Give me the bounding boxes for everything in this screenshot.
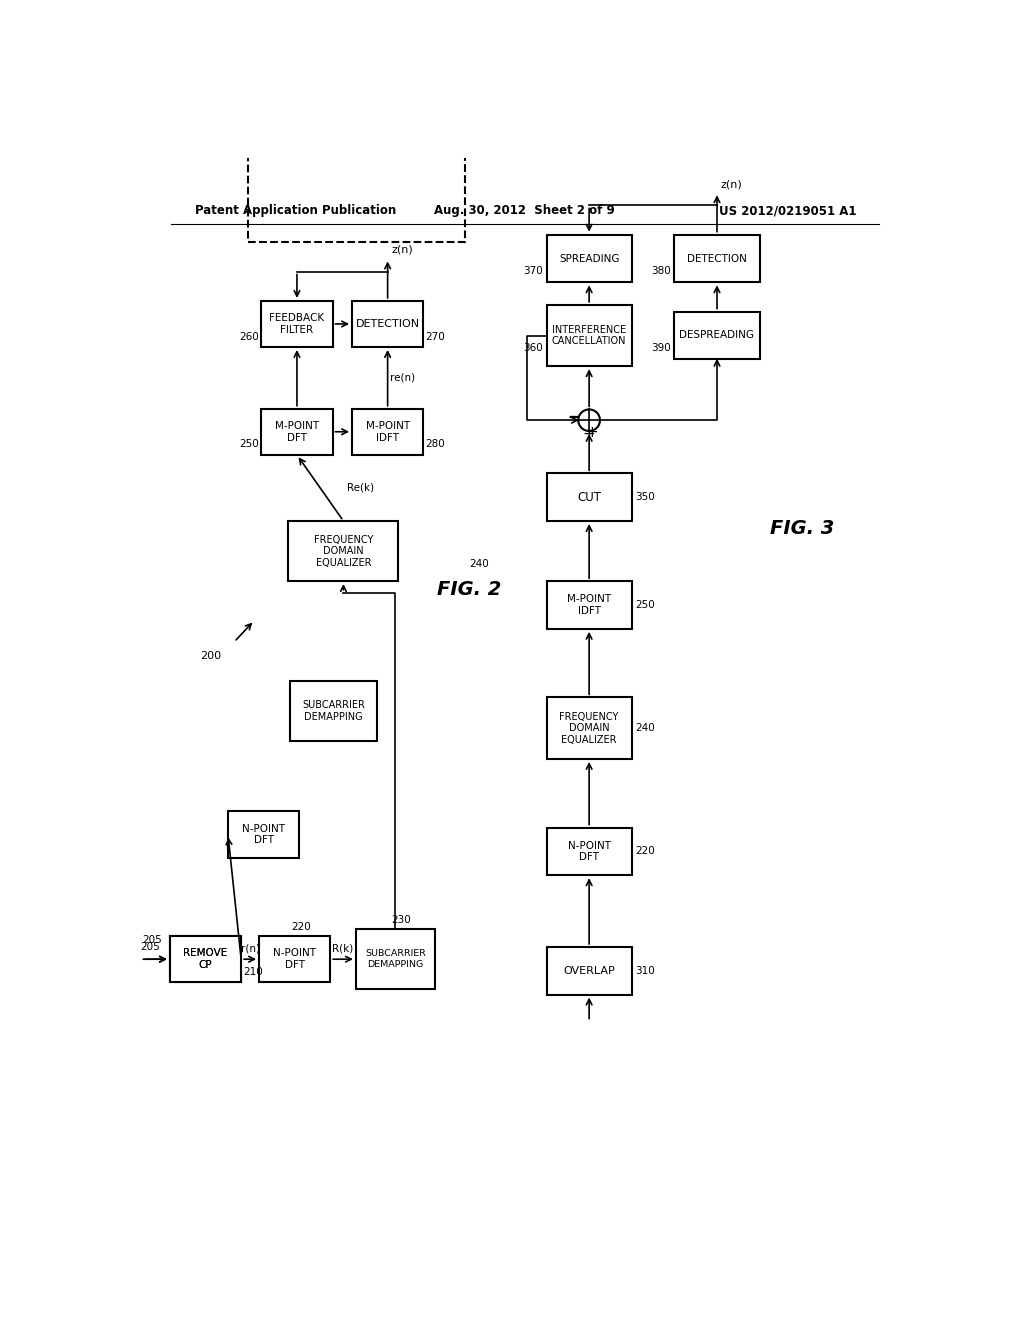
Text: 280: 280: [426, 440, 445, 449]
Bar: [547, 697, 632, 759]
Text: +: +: [585, 425, 598, 440]
Bar: [547, 828, 632, 875]
Text: 260: 260: [240, 331, 259, 342]
Bar: [547, 946, 632, 995]
Text: 270: 270: [426, 331, 445, 342]
Bar: [356, 929, 435, 989]
Text: 250: 250: [636, 601, 655, 610]
Text: N-POINT
DFT: N-POINT DFT: [242, 824, 285, 845]
Text: DESPREADING: DESPREADING: [680, 330, 755, 341]
Bar: [675, 235, 760, 282]
Text: M-POINT
IDFT: M-POINT IDFT: [366, 421, 410, 442]
Text: N-POINT
DFT: N-POINT DFT: [567, 841, 610, 862]
Bar: [259, 936, 331, 982]
Text: z(n): z(n): [721, 180, 742, 190]
Text: DETECTION: DETECTION: [355, 319, 420, 329]
Text: 220: 220: [291, 923, 310, 932]
Text: FREQUENCY
DOMAIN
EQUALIZER: FREQUENCY DOMAIN EQUALIZER: [313, 535, 373, 568]
Text: 380: 380: [650, 267, 671, 276]
Bar: [675, 312, 760, 359]
Text: FIG. 2: FIG. 2: [437, 579, 501, 599]
Text: 240: 240: [636, 723, 655, 733]
Text: US 2012/0219051 A1: US 2012/0219051 A1: [719, 205, 856, 218]
Text: FIG. 3: FIG. 3: [770, 519, 835, 537]
Text: 205: 205: [142, 936, 163, 945]
Text: REMOVE
CP: REMOVE CP: [183, 948, 227, 970]
Text: M-POINT
DFT: M-POINT DFT: [274, 421, 319, 442]
Text: SUBCARRIER
DEMAPPING: SUBCARRIER DEMAPPING: [365, 949, 426, 969]
Bar: [547, 474, 632, 521]
Text: 220: 220: [636, 846, 655, 857]
Text: N-POINT
DFT: N-POINT DFT: [273, 948, 316, 970]
Text: re(n): re(n): [390, 372, 415, 383]
Text: INTERFERENCE
CANCELLATION: INTERFERENCE CANCELLATION: [552, 325, 627, 346]
Text: 250: 250: [240, 440, 259, 449]
Bar: [547, 305, 632, 367]
Bar: [352, 409, 423, 455]
Text: FREQUENCY
DOMAIN
EQUALIZER: FREQUENCY DOMAIN EQUALIZER: [559, 711, 618, 744]
Bar: [290, 681, 377, 742]
Text: DETECTION: DETECTION: [687, 253, 746, 264]
Text: −: −: [567, 409, 580, 424]
Text: 200: 200: [201, 651, 221, 661]
Text: 350: 350: [636, 492, 655, 502]
Text: 240: 240: [469, 558, 488, 569]
Text: 205: 205: [140, 941, 160, 952]
Text: M-POINT
IDFT: M-POINT IDFT: [567, 594, 611, 616]
Text: Aug. 30, 2012  Sheet 2 of 9: Aug. 30, 2012 Sheet 2 of 9: [434, 205, 615, 218]
Text: z(n): z(n): [391, 244, 414, 255]
Text: SUBCARRIER
DEMAPPING: SUBCARRIER DEMAPPING: [302, 701, 365, 722]
Bar: [170, 936, 241, 982]
Text: r(n): r(n): [241, 942, 259, 953]
Text: CUT: CUT: [578, 491, 601, 504]
Text: 360: 360: [523, 343, 543, 354]
Bar: [547, 581, 632, 628]
Bar: [248, 0, 465, 242]
Text: R(k): R(k): [333, 942, 353, 953]
Text: −: −: [567, 411, 580, 425]
Text: Patent Application Publication: Patent Application Publication: [196, 205, 396, 218]
Text: +: +: [583, 426, 596, 442]
Text: 230: 230: [391, 915, 412, 925]
Bar: [228, 812, 299, 858]
Text: FEEDBACK
FILTER: FEEDBACK FILTER: [269, 313, 325, 335]
Text: 390: 390: [650, 343, 671, 354]
Bar: [170, 936, 241, 982]
Text: REMOVE
CP: REMOVE CP: [183, 948, 227, 970]
Text: Re(k): Re(k): [347, 483, 375, 492]
Text: 310: 310: [636, 966, 655, 975]
Bar: [352, 301, 423, 347]
Bar: [261, 409, 333, 455]
Bar: [261, 301, 333, 347]
Text: SPREADING: SPREADING: [559, 253, 620, 264]
Bar: [289, 521, 398, 581]
Text: 370: 370: [523, 267, 543, 276]
Text: 210: 210: [244, 966, 263, 977]
Bar: [547, 235, 632, 282]
Text: OVERLAP: OVERLAP: [563, 966, 615, 975]
